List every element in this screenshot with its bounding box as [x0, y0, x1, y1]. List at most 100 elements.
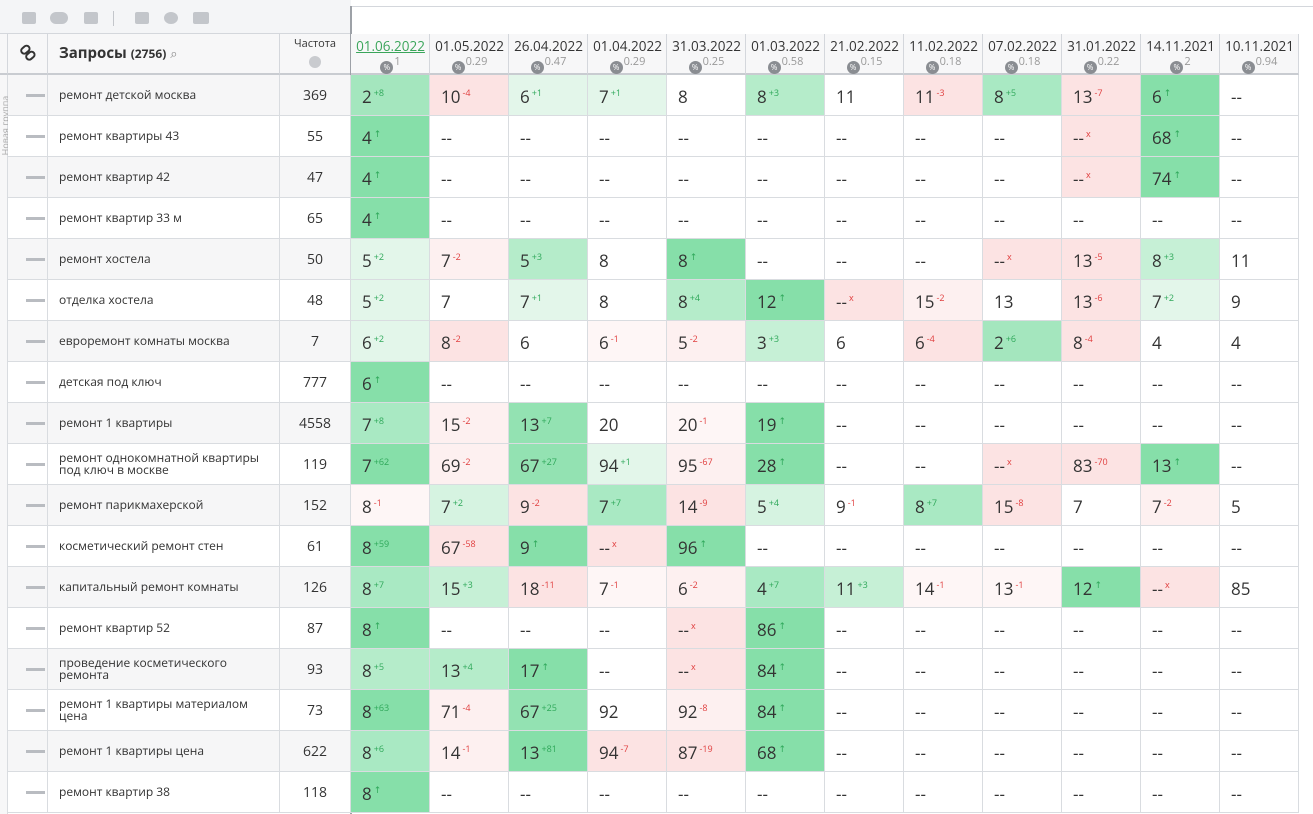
position-change: -1 [610, 332, 619, 345]
row-handle[interactable] [26, 135, 45, 138]
row-handle[interactable] [26, 627, 45, 630]
position: 13 [994, 290, 1014, 313]
query-header[interactable]: Запросы (2756) ⌕ [48, 34, 280, 75]
position-cell: -- [825, 444, 904, 485]
date-header[interactable]: 01.03.2022% 0.58 [746, 34, 825, 75]
position: 83 [1073, 454, 1093, 477]
position: 13 [441, 659, 461, 682]
position: -- [836, 126, 847, 149]
row-handle[interactable] [26, 791, 45, 794]
date-header[interactable]: 01.06.2022% 1 [351, 34, 430, 75]
row-handle[interactable] [26, 299, 45, 302]
position-cell: -- [904, 157, 983, 198]
row-handle[interactable] [26, 217, 45, 220]
position: 7 [362, 454, 372, 477]
position: -- [836, 782, 847, 805]
position: 6 [915, 331, 925, 354]
position-cell: 2 +6 [983, 321, 1062, 362]
position: -- [1231, 782, 1242, 805]
row-handle[interactable] [26, 504, 45, 507]
position-cell: 4 +7 [746, 567, 825, 608]
position-change: ↑ [699, 537, 707, 550]
row-handle[interactable] [26, 545, 45, 548]
position-change: -11 [541, 578, 555, 591]
position: -- [441, 126, 452, 149]
date-header[interactable]: 01.04.2022% 0.29 [588, 34, 667, 75]
merge-icon[interactable] [50, 12, 68, 24]
table-icon[interactable] [135, 12, 149, 24]
date-label: 31.03.2022 [672, 37, 741, 55]
position: 6 [836, 331, 846, 354]
row-handle[interactable] [26, 258, 45, 261]
date-header[interactable]: 11.02.2022% 0.18 [904, 34, 983, 75]
date-header[interactable]: 10.11.2021% 0.94 [1220, 34, 1299, 75]
position: -- [441, 618, 452, 641]
position-cell: 7 +7 [588, 485, 667, 526]
position-cell: 8 +59 [351, 526, 430, 567]
date-header[interactable]: 31.03.2022% 0.25 [667, 34, 746, 75]
position: -- [836, 536, 847, 559]
position: 92 [678, 700, 698, 723]
position: 15 [441, 413, 461, 436]
row-handle[interactable] [26, 381, 45, 384]
row-handle[interactable] [26, 586, 45, 589]
query: проведение косметического ремонта [48, 649, 280, 690]
position: 68 [757, 741, 777, 764]
position-change: -2 [689, 578, 698, 591]
contrast-icon[interactable] [164, 12, 178, 24]
row-handle[interactable] [26, 176, 45, 179]
sort-icon[interactable] [22, 12, 36, 24]
position-cell: -- [746, 239, 825, 280]
position-cell: -- [825, 690, 904, 731]
position: -- [1073, 700, 1084, 723]
position-cell: -- [1141, 198, 1220, 239]
freq-header[interactable]: Частота [280, 34, 351, 75]
position: -- [915, 659, 926, 682]
row-icon-cell [8, 608, 48, 649]
date-header[interactable]: 07.02.2022% 0.18 [983, 34, 1062, 75]
link-icon[interactable] [8, 34, 48, 74]
position: -- [678, 659, 689, 682]
position-cell: -- [983, 198, 1062, 239]
position-change: +6 [1005, 332, 1017, 345]
query: детская под ключ [48, 362, 280, 403]
position-cell: -- [1220, 608, 1299, 649]
row-handle[interactable] [26, 340, 45, 343]
position-cell: -- [825, 157, 904, 198]
position: 13 [1073, 249, 1093, 272]
font-icon[interactable] [193, 12, 209, 24]
visibility: % 0.29 [430, 54, 509, 74]
row-handle[interactable] [26, 422, 45, 425]
frequency: 65 [280, 198, 351, 239]
row-handle[interactable] [26, 709, 45, 712]
position-change: +2 [1163, 291, 1175, 304]
row-handle[interactable] [26, 94, 45, 97]
position-cell: 85 [1220, 567, 1299, 608]
date-header[interactable]: 31.01.2022% 0.22 [1062, 34, 1141, 75]
date-header[interactable]: 26.04.2022% 0.47 [509, 34, 588, 75]
position-cell: 15 +3 [430, 567, 509, 608]
row-handle[interactable] [26, 463, 45, 466]
position: -- [915, 536, 926, 559]
query: ремонт квартиры 43 [48, 116, 280, 157]
group-header [0, 34, 8, 75]
position-cell: -- [825, 239, 904, 280]
link-icon[interactable] [84, 12, 98, 24]
position-cell: 9 -1 [825, 485, 904, 526]
frequency: 55 [280, 116, 351, 157]
position: -- [994, 167, 1005, 190]
position-cell: -- x [1062, 116, 1141, 157]
date-header[interactable]: 14.11.2021% 2 [1141, 34, 1220, 75]
row-handle[interactable] [26, 668, 45, 671]
date-header[interactable]: 01.05.2022% 0.29 [430, 34, 509, 75]
position: -- [1231, 454, 1242, 477]
position-cell: -- [588, 362, 667, 403]
position-change: -2 [689, 332, 698, 345]
date-header[interactable]: 21.02.2022% 0.15 [825, 34, 904, 75]
row-handle[interactable] [26, 750, 45, 753]
visibility-value: 0.94 [1255, 54, 1278, 69]
position: -- [757, 208, 768, 231]
search-icon[interactable]: ⌕ [170, 44, 178, 62]
position-change: x [1085, 168, 1091, 181]
position: -- [836, 741, 847, 764]
